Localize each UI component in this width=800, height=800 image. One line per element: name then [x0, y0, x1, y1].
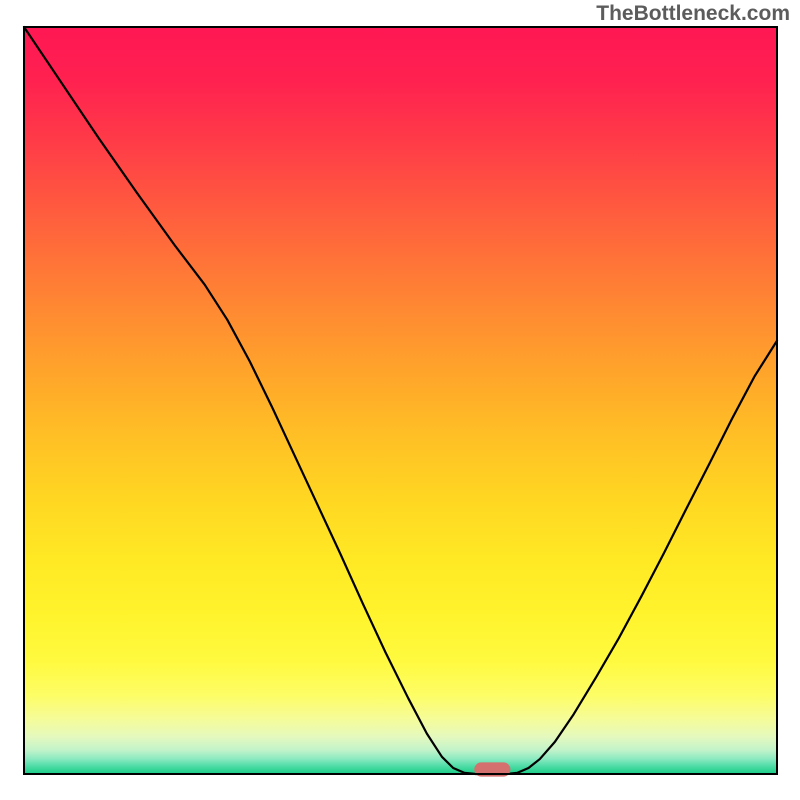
- chart-container: { "watermark": { "text": "TheBottleneck.…: [0, 0, 800, 800]
- bottleneck-chart: [0, 0, 800, 800]
- watermark-text: TheBottleneck.com: [596, 2, 790, 26]
